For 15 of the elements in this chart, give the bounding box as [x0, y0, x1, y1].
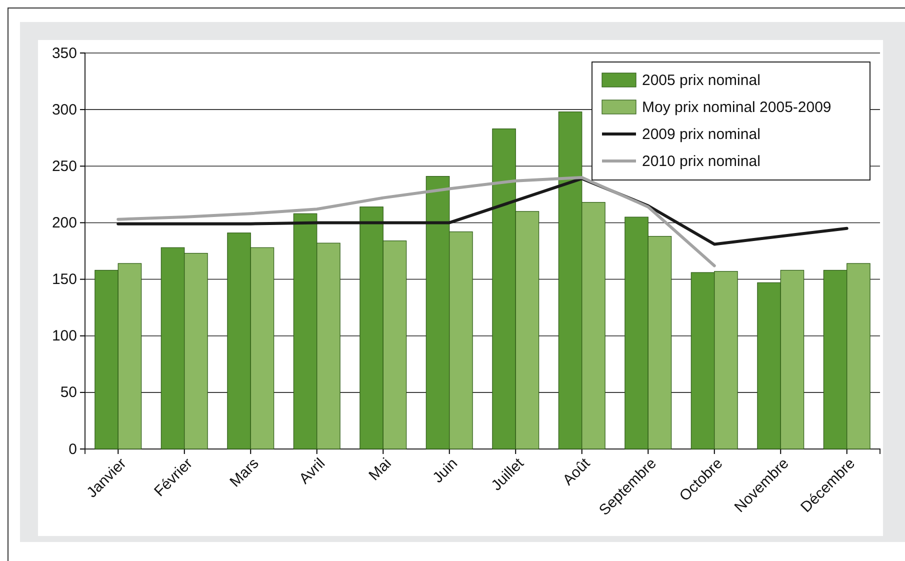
line-series [116, 176, 716, 268]
y-tick-label: 300 [52, 101, 77, 118]
legend-label: 2005 prix nominal [642, 72, 760, 89]
y-tick-label: 100 [52, 328, 77, 345]
x-tick-label: Juin [430, 455, 462, 486]
y-tick-label: 150 [52, 271, 77, 288]
y-tick-label: 250 [52, 158, 77, 175]
x-tick-label: Mai [366, 455, 395, 484]
legend-label: Moy prix nominal 2005-2009 [642, 99, 832, 116]
legend-label: 2009 prix nominal [642, 126, 760, 143]
y-tick-label: 50 [60, 384, 77, 402]
y-tick-label: 350 [52, 44, 77, 62]
y-tick-label: 0 [68, 440, 77, 458]
y-tick-label: 200 [52, 214, 77, 232]
legend-label: 2010 prix nominal [642, 153, 760, 170]
